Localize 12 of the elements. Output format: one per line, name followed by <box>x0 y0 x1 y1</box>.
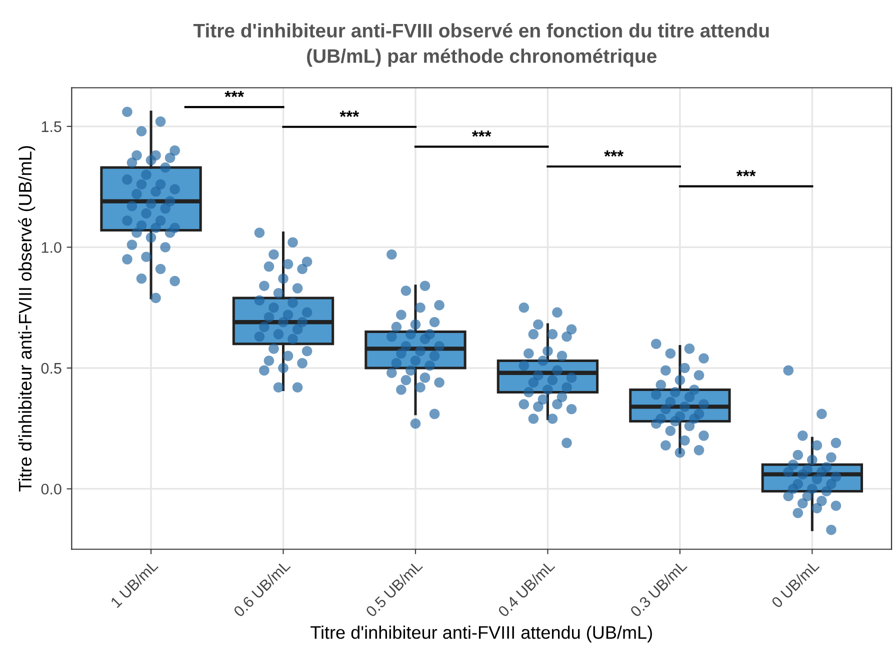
annotation: *** <box>340 110 360 117</box>
y-tick-label: 1.0 <box>42 242 62 253</box>
y-tick-label: 1.5 <box>42 121 62 132</box>
chart-title: Titre d'inhibiteur anti-FVIII observé en fonction du titre attendu (UB/mL) par méthode chronométrique <box>193 23 769 67</box>
x-axis-title: Titre d'inhibiteur anti-FVIII attendu (UB/mL) <box>310 626 652 642</box>
annotation: *** <box>224 90 244 98</box>
annotation: *** <box>604 150 624 157</box>
y-tick-label: 0.5 <box>41 362 62 374</box>
annotation: *** <box>736 170 756 176</box>
y-axis-title: Titre d'inhibiteur anti-FVIII observé (UB/mL) <box>18 146 36 492</box>
annotation: *** <box>472 130 492 137</box>
y-tick-label: 0.0 <box>41 484 62 495</box>
